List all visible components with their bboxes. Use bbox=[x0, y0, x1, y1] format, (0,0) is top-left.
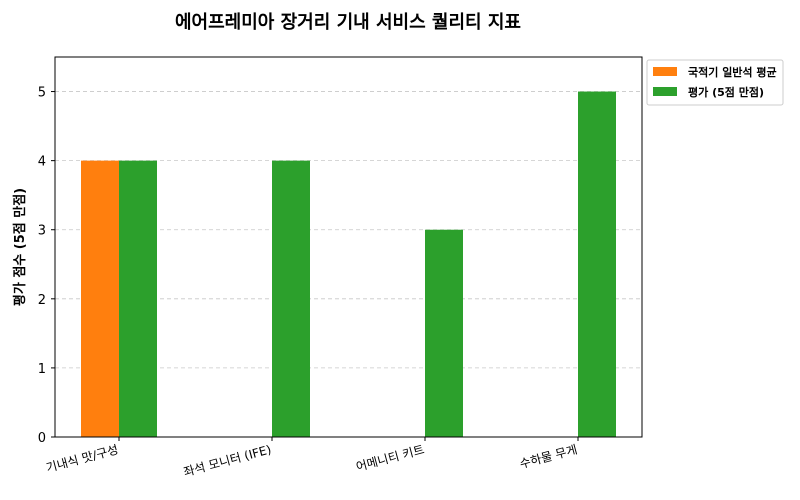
bar-rating-3 bbox=[425, 229, 463, 437]
bar-rating-1 bbox=[119, 160, 157, 438]
x-tick-label: 기내식 맛/구성 bbox=[45, 442, 120, 475]
x-tick-label: 어메니티 키트 bbox=[354, 442, 425, 474]
y-tick-label: 1 bbox=[38, 362, 46, 377]
x-tick-label: 수하물 무게 bbox=[518, 442, 579, 471]
y-axis-ticks: 0 1 2 3 4 5 bbox=[38, 86, 55, 446]
plot-frame bbox=[54, 56, 643, 438]
legend-label-series-2: 평가 (5점 만점) bbox=[688, 85, 764, 99]
bars bbox=[81, 91, 616, 438]
x-axis-ticks: 기내식 맛/구성 좌석 모니터 (IFE) 어메니티 키트 수하물 무게 bbox=[45, 437, 579, 479]
bar-rating-2 bbox=[272, 160, 310, 438]
y-tick-label: 0 bbox=[38, 431, 46, 446]
x-tick-label: 좌석 모니터 (IFE) bbox=[182, 442, 273, 479]
legend: 국적기 일반석 평균 평가 (5점 만점) bbox=[646, 59, 784, 106]
legend-frame bbox=[646, 59, 784, 106]
y-tick-label: 4 bbox=[38, 155, 46, 170]
y-tick-label: 3 bbox=[38, 224, 46, 239]
bar-rating-4 bbox=[578, 91, 616, 437]
y-tick-label: 5 bbox=[38, 86, 46, 101]
legend-swatch-series-2 bbox=[653, 87, 677, 96]
bar-average-1 bbox=[81, 160, 119, 438]
y-axis-label: 평가 점수 (5점 만점) bbox=[12, 188, 28, 306]
legend-label-series-1: 국적기 일반석 평균 bbox=[688, 65, 777, 79]
chart-title: 에어프레미아 장거리 기내 서비스 퀄리티 지표 bbox=[175, 12, 521, 33]
legend-swatch-series-1 bbox=[653, 67, 677, 76]
y-tick-label: 2 bbox=[38, 293, 46, 308]
